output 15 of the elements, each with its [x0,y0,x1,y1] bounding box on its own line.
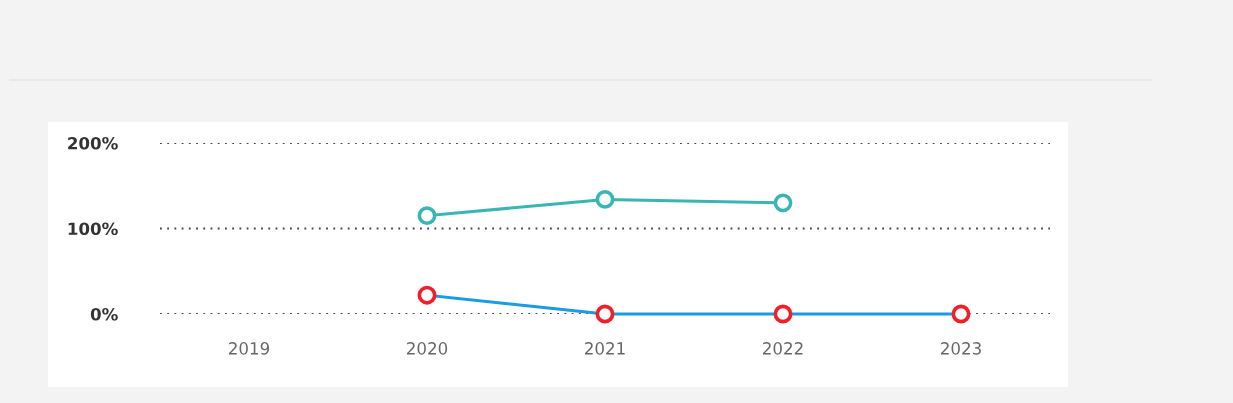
x-tick-label: 2020 [407,342,448,355]
x-tick-label: 2021 [585,342,625,355]
point [417,285,437,305]
point [951,304,971,324]
point [595,304,615,324]
y-tick-label: 0% [90,307,118,321]
y-tick-label: 200% [68,136,118,150]
x-tick-label: 2019 [229,342,270,355]
point [417,206,437,226]
x-tick-label: 2023 [941,342,981,355]
point [773,304,793,324]
x-tick-label: 2022 [763,342,803,355]
point [595,189,615,209]
y-tick-label: 100% [68,222,118,236]
point [773,193,793,213]
